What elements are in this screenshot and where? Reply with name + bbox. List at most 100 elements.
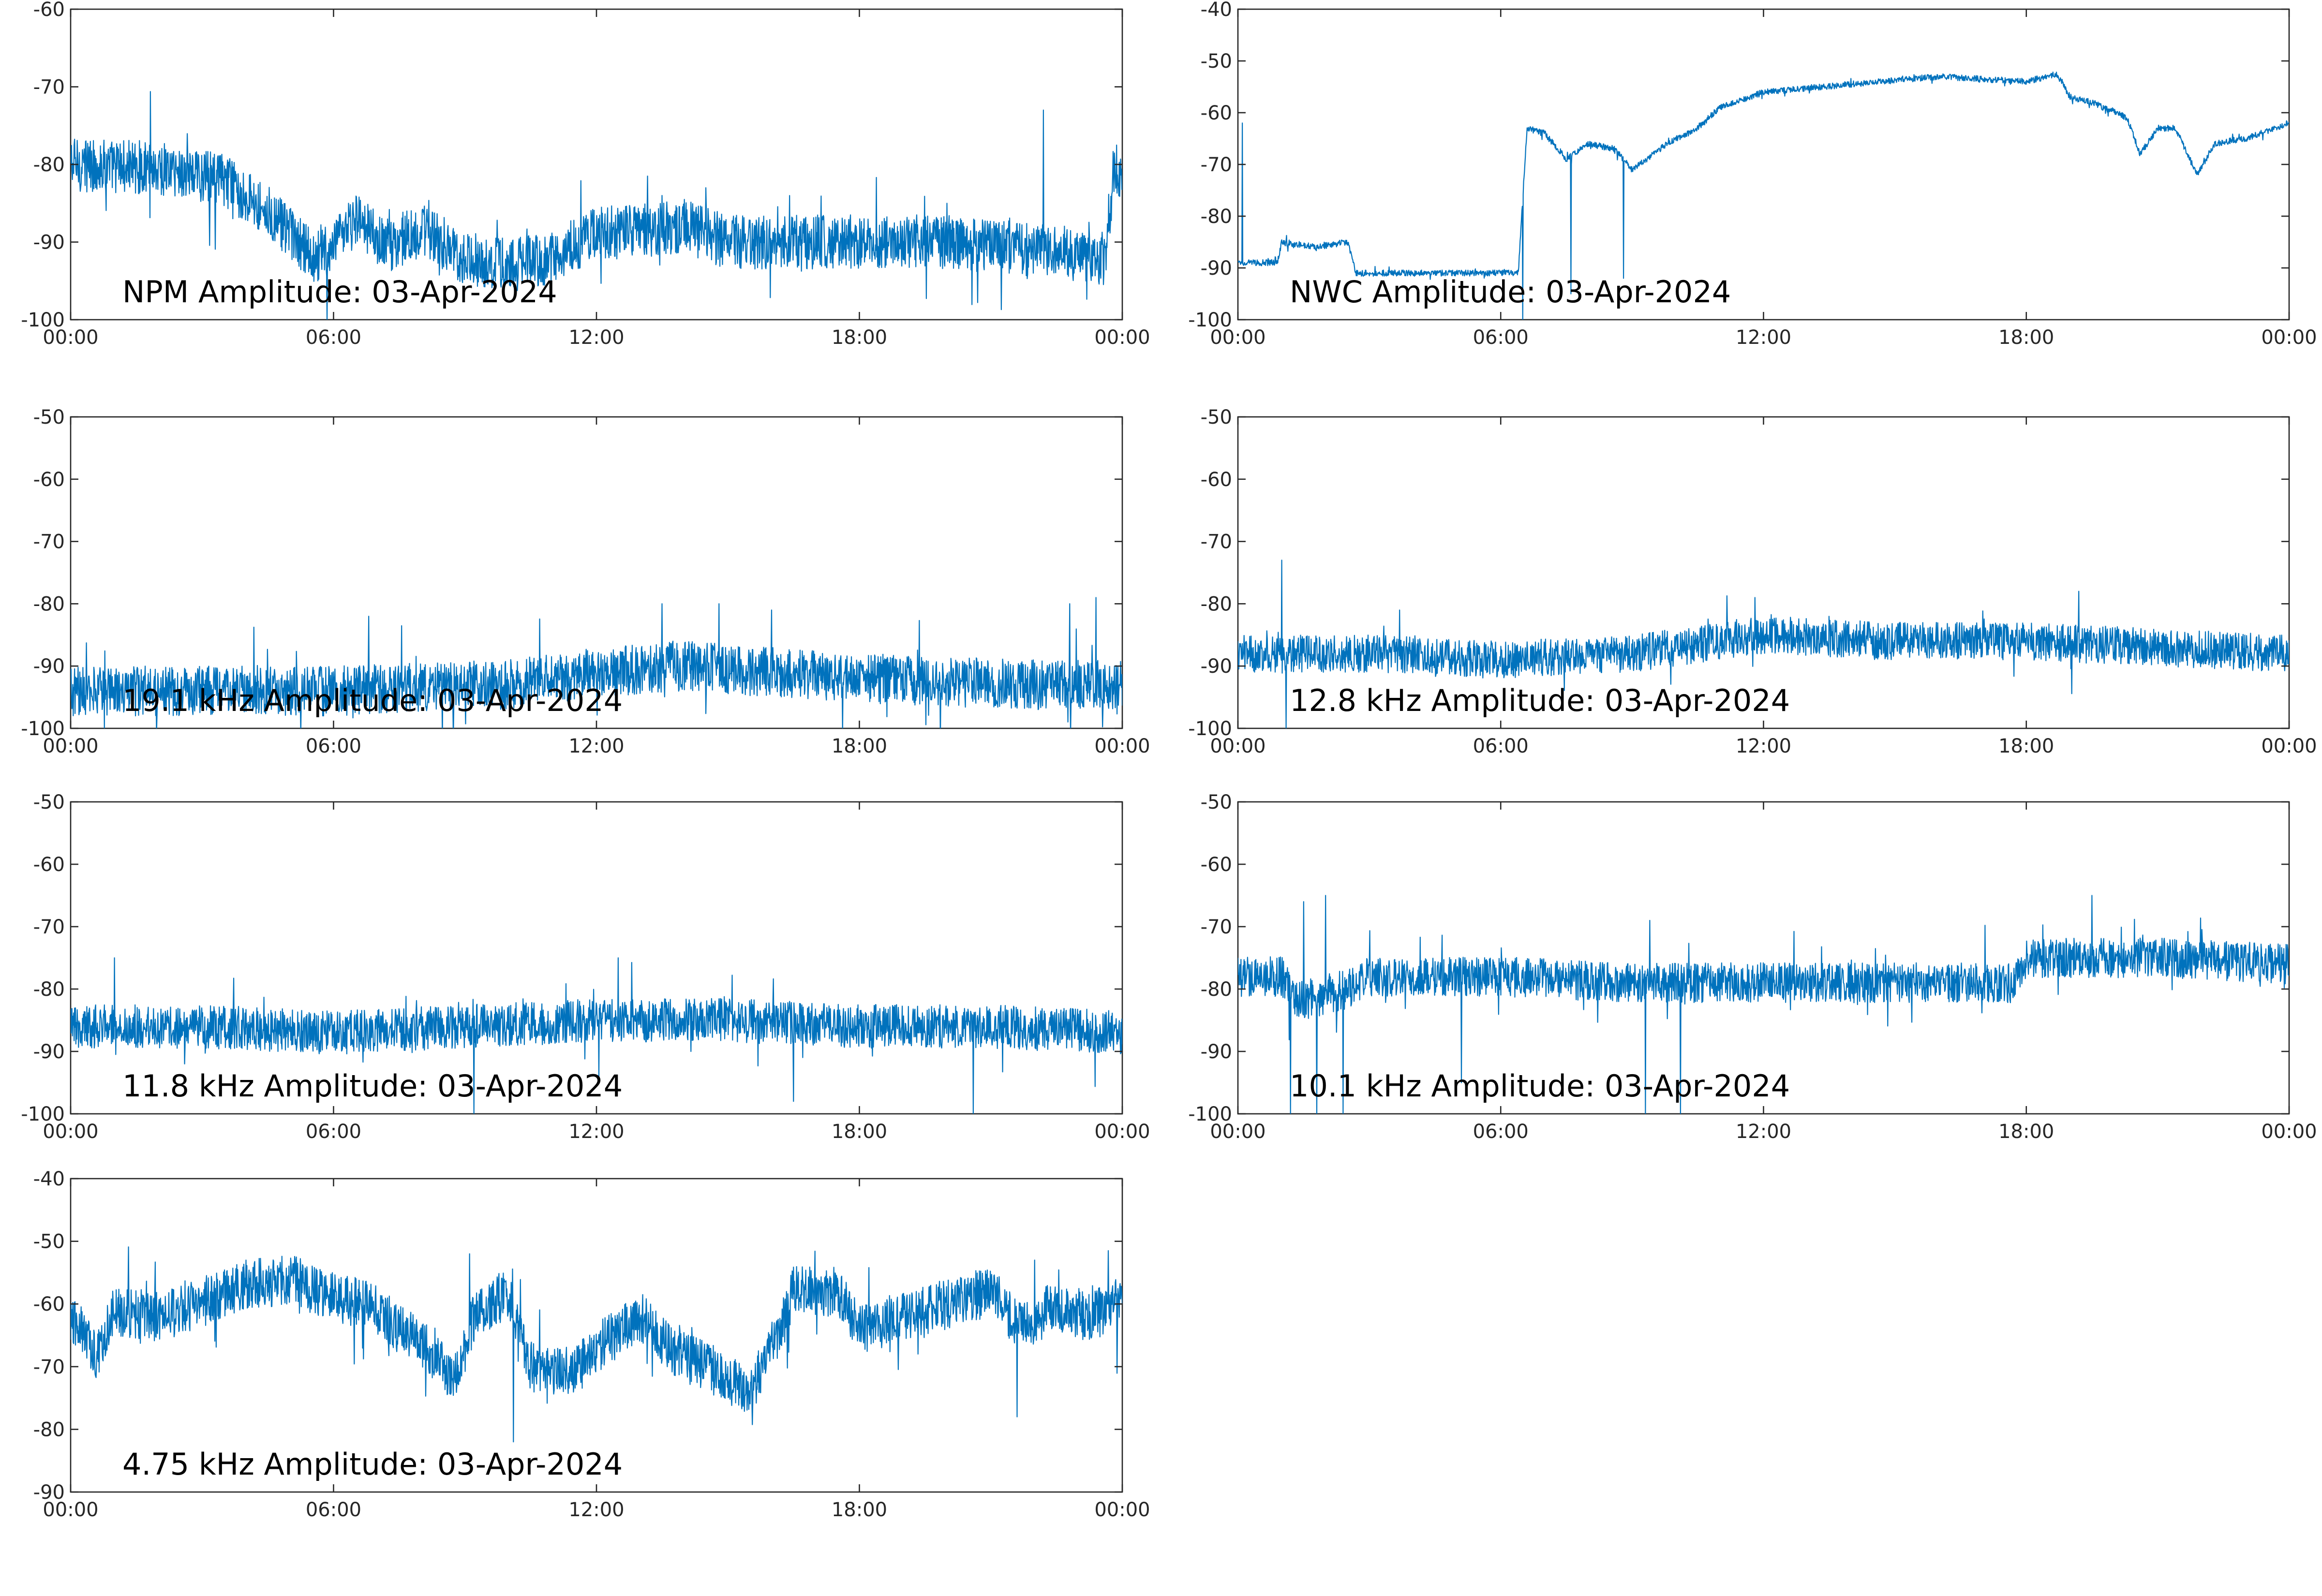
y-tick-label: -90 [1201,257,1232,280]
x-tick-label: 12:00 [1736,1121,1791,1143]
y-tick-label: -90 [33,655,65,678]
x-tick-label: 06:00 [306,1499,361,1521]
x-tick-label: 18:00 [1998,735,2054,757]
panel-title: 4.75 kHz Amplitude: 03-Apr-2024 [122,1447,623,1482]
y-tick-label: -80 [1201,206,1232,228]
panel-title: 12.8 kHz Amplitude: 03-Apr-2024 [1290,683,1790,718]
x-tick-label: 06:00 [306,735,361,757]
x-tick-label: 06:00 [1473,1121,1529,1143]
y-tick-label: -90 [33,232,65,254]
y-tick-label: -40 [33,1168,65,1190]
x-tick-label: 18:00 [832,735,887,757]
y-tick-label: -80 [33,978,65,1001]
x-tick-label: 00:00 [1094,326,1150,349]
y-tick-label: -100 [1188,309,1232,331]
x-tick-label: 18:00 [832,326,887,349]
y-tick-label: -90 [1201,1041,1232,1063]
y-tick-label: -60 [33,1293,65,1315]
x-tick-label: 18:00 [1998,326,2054,349]
x-tick-label: 06:00 [306,1121,361,1143]
x-tick-label: 00:00 [2261,1121,2317,1143]
panel-title: NWC Amplitude: 03-Apr-2024 [1290,274,1731,310]
y-tick-label: -100 [1188,718,1232,740]
y-tick-label: -50 [1201,50,1232,73]
y-tick-label: -70 [33,531,65,553]
x-tick-label: 00:00 [43,735,98,757]
panel-title: 19.1 kHz Amplitude: 03-Apr-2024 [122,683,623,718]
y-tick-label: -50 [1201,791,1232,813]
y-tick-label: -60 [33,854,65,876]
axes-box [1237,416,2290,729]
x-tick-label: 00:00 [43,1121,98,1143]
y-tick-label: -50 [33,1231,65,1253]
y-tick-label: -70 [1201,154,1232,176]
y-tick-label: -70 [1201,916,1232,938]
x-tick-label: 00:00 [1210,326,1265,349]
y-tick-label: -50 [33,406,65,429]
x-tick-label: 12:00 [1736,735,1791,757]
x-tick-label: 12:00 [568,735,624,757]
y-tick-label: -50 [1201,406,1232,429]
y-tick-label: -60 [1201,469,1232,491]
y-tick-label: -60 [33,469,65,491]
series-line [1238,560,2289,728]
y-tick-label: -90 [1201,655,1232,678]
y-tick-label: -80 [33,593,65,615]
y-tick-label: -100 [21,1103,65,1125]
y-tick-label: -90 [33,1041,65,1063]
y-tick-label: -80 [1201,593,1232,615]
x-tick-label: 00:00 [2261,326,2317,349]
x-tick-label: 00:00 [1094,1499,1150,1521]
x-tick-label: 12:00 [568,1499,624,1521]
series-line [71,1246,1122,1443]
y-tick-label: -70 [33,76,65,99]
panel-title: 11.8 kHz Amplitude: 03-Apr-2024 [122,1068,623,1104]
y-tick-label: -60 [1201,854,1232,876]
x-tick-label: 12:00 [568,326,624,349]
y-tick-label: -100 [21,309,65,331]
axes-box [1237,8,2290,321]
series-line [1238,72,2289,320]
y-tick-label: -80 [33,1419,65,1441]
x-tick-label: 06:00 [306,326,361,349]
y-tick-label: -60 [1201,102,1232,124]
x-tick-label: 00:00 [43,326,98,349]
y-tick-label: -70 [33,916,65,938]
y-tick-label: -70 [1201,531,1232,553]
x-tick-label: 18:00 [1998,1121,2054,1143]
x-tick-label: 00:00 [1094,735,1150,757]
x-tick-label: 18:00 [832,1499,887,1521]
x-tick-label: 06:00 [1473,326,1529,349]
y-tick-label: -90 [33,1481,65,1504]
axes-box [70,801,1123,1115]
x-tick-label: 00:00 [1210,1121,1265,1143]
series-line [71,91,1122,320]
axes-box [1237,801,2290,1115]
x-tick-label: 12:00 [568,1121,624,1143]
x-tick-label: 00:00 [43,1499,98,1521]
y-tick-label: -80 [1201,978,1232,1001]
y-tick-label: -80 [33,154,65,176]
y-tick-label: -100 [21,718,65,740]
series-line [1238,895,2289,1114]
x-tick-label: 00:00 [1210,735,1265,757]
y-tick-label: -70 [33,1356,65,1378]
x-tick-label: 18:00 [832,1121,887,1143]
series-line [71,957,1122,1114]
y-tick-label: -60 [33,0,65,21]
x-tick-label: 00:00 [1094,1121,1150,1143]
axes-box [70,8,1123,321]
y-tick-label: -100 [1188,1103,1232,1125]
x-tick-label: 00:00 [2261,735,2317,757]
series-line [71,597,1122,728]
x-tick-label: 12:00 [1736,326,1791,349]
y-tick-label: -40 [1201,0,1232,21]
